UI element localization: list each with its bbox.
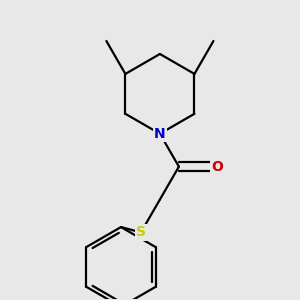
Text: O: O	[211, 160, 223, 174]
Text: N: N	[154, 127, 166, 141]
Text: S: S	[136, 225, 146, 239]
